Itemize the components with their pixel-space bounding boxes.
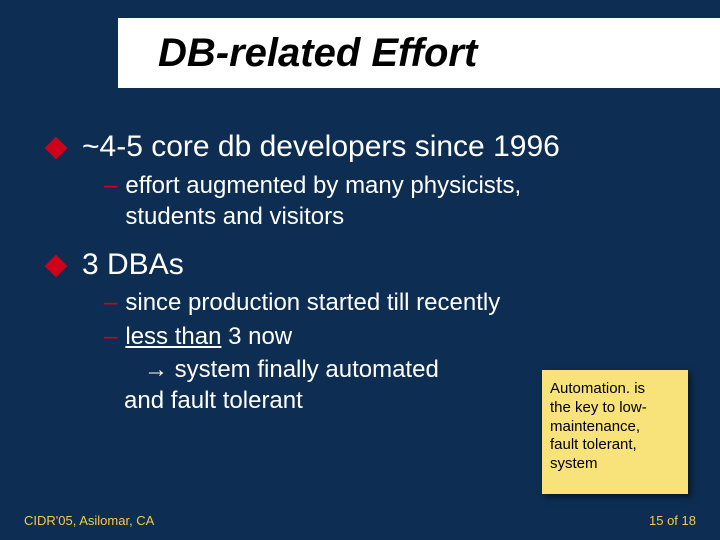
footer: CIDR'05, Asilomar, CA 15 of 18	[24, 513, 696, 528]
sub-bullet-cont-text: system finally automated	[168, 356, 439, 383]
sub-bullet-text: students and visitors	[125, 201, 521, 232]
diamond-bullet-icon	[45, 137, 68, 160]
sub-bullet-row: – less than 3 now	[104, 321, 690, 352]
sub-bullet-text: less than 3 now	[125, 321, 292, 352]
title-left-block	[0, 0, 118, 110]
dash-icon: –	[104, 170, 117, 201]
sticky-line: the key to low-	[550, 399, 680, 418]
footer-right: 15 of 18	[649, 513, 696, 528]
sticky-line: Automation. is	[550, 380, 680, 399]
dash-icon: –	[104, 321, 117, 352]
diamond-bullet-icon	[45, 255, 68, 278]
sub-bullet-text: since production started till recently	[125, 287, 500, 318]
bullet-row: 3 DBAs	[40, 246, 690, 284]
sticky-line: system	[550, 455, 680, 474]
bullet-row: ~4-5 core db developers since 1996	[40, 128, 690, 166]
sticky-line: maintenance,	[550, 418, 680, 437]
sub-bullet-row: – since production started till recently	[104, 287, 690, 318]
sub-bullet-group: – effort augmented by many physicists, s…	[104, 170, 690, 232]
slide-title: DB-related Effort	[158, 31, 477, 76]
dash-icon: –	[104, 287, 117, 318]
arrow-icon: →	[144, 356, 168, 383]
bullet-text: ~4-5 core db developers since 1996	[82, 128, 560, 166]
sub-bullet-row: – effort augmented by many physicists, s…	[104, 170, 690, 232]
sub-bullet-tail: 3 now	[221, 323, 292, 350]
footer-left: CIDR'05, Asilomar, CA	[24, 513, 154, 528]
sub-bullet-text: effort augmented by many physicists,	[125, 170, 521, 201]
title-band: DB-related Effort	[118, 18, 720, 88]
bullet-text: 3 DBAs	[82, 246, 184, 284]
sticky-line: fault tolerant,	[550, 436, 680, 455]
underlined-text: less than	[125, 323, 221, 350]
sticky-note: Automation. is the key to low- maintenan…	[542, 370, 688, 494]
